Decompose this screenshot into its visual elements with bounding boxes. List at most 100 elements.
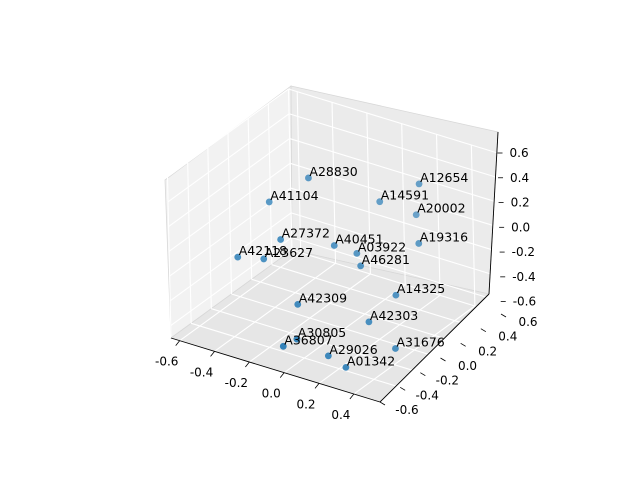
data-point <box>357 262 365 270</box>
x-tick-mark <box>279 372 285 378</box>
data-point <box>415 180 423 188</box>
z-tick-label: 0.2 <box>511 196 530 210</box>
point-label: A31676 <box>396 334 444 349</box>
y-tick-mark <box>500 313 507 318</box>
x-tick-label: 0.4 <box>331 408 350 422</box>
point-label: A42303 <box>370 308 418 323</box>
x-tick-mark <box>210 351 215 357</box>
point-label: A01342 <box>347 353 395 368</box>
y-gridline <box>227 132 233 295</box>
point-label: A12654 <box>420 170 468 185</box>
axis-lines <box>170 131 499 403</box>
y-tick-label: -0.4 <box>415 388 438 402</box>
y-gridline <box>207 147 212 309</box>
data-point <box>415 240 423 247</box>
y-tick-mark <box>379 401 386 406</box>
z-tick-label: -0.4 <box>512 270 535 284</box>
point-label: A46281 <box>362 252 410 267</box>
z-gridline <box>167 88 289 178</box>
y-gridline <box>291 249 502 315</box>
point-label: A14591 <box>381 188 429 203</box>
x-tick-label: 0.2 <box>296 397 315 411</box>
z-gridline <box>168 162 291 252</box>
data-point <box>279 342 287 350</box>
point-label: A03922 <box>358 239 406 254</box>
x-gridline <box>296 91 302 253</box>
y-gridline <box>187 162 192 324</box>
point-label: A23627 <box>265 245 313 260</box>
y-tick-label: 0.4 <box>498 330 517 344</box>
y-gridline <box>166 176 172 339</box>
y-tick-mark <box>420 372 426 377</box>
data-point <box>305 174 312 182</box>
x-axis-line <box>170 337 381 403</box>
z-gridline <box>289 138 499 204</box>
tick-labels: -0.6-0.4-0.20.00.20.4 -0.6-0.4-0.20.00.20… <box>155 146 538 422</box>
y-tick-mark <box>440 357 446 362</box>
z-axis-line <box>488 131 499 295</box>
data-point <box>392 345 399 352</box>
point-label: A36807 <box>284 332 332 347</box>
y-gridline <box>231 293 441 359</box>
point-label: A42118 <box>239 243 287 258</box>
point-label: A28830 <box>309 164 357 179</box>
point-label: A27372 <box>282 226 330 241</box>
x-tick-label: -0.2 <box>225 376 248 390</box>
y-gridline <box>247 118 253 280</box>
data-point <box>330 242 338 249</box>
data-point <box>294 300 302 308</box>
data-point <box>376 198 384 206</box>
y-tick-label: 0.2 <box>478 344 497 358</box>
z-gridline <box>290 187 500 253</box>
x-tick-label: 0.0 <box>262 387 281 401</box>
z-gridline <box>168 138 290 227</box>
z-gridline <box>291 212 501 278</box>
z-gridline <box>169 212 292 302</box>
data-point <box>342 363 350 371</box>
x-tick-mark <box>175 340 181 346</box>
z-tick-label: 0.0 <box>511 220 530 234</box>
point-label: A42309 <box>299 290 347 305</box>
y-gridline <box>251 278 461 344</box>
z-gridline <box>167 113 290 203</box>
z-tick-label: -0.6 <box>513 295 536 309</box>
x-gridline <box>366 112 371 275</box>
z-gridline <box>291 237 501 303</box>
point-label: A19316 <box>420 229 468 244</box>
y-gridline <box>211 308 421 374</box>
point-label: A40451 <box>335 232 383 247</box>
x-gridline <box>401 123 406 285</box>
x-gridline <box>470 144 476 307</box>
data-point <box>365 318 373 326</box>
point-label: A30805 <box>298 325 346 340</box>
z-tick-label: -0.2 <box>512 245 535 259</box>
x-tick-mark <box>245 361 250 368</box>
x-gridline <box>435 134 441 296</box>
data-point <box>234 253 242 261</box>
z-tick-label: 0.4 <box>510 171 529 185</box>
y-tick-mark <box>480 328 487 333</box>
point-label: A41104 <box>270 188 318 203</box>
y-gridline <box>271 264 481 330</box>
data-point <box>412 211 420 219</box>
z-gridline <box>170 237 293 327</box>
z-gridline <box>288 113 499 179</box>
x-gridline <box>331 102 337 264</box>
data-point <box>265 198 273 206</box>
y-tick-label: -0.2 <box>436 374 459 388</box>
y-gridline <box>267 103 273 265</box>
data-point <box>293 335 301 343</box>
y-tick-label: -0.6 <box>395 403 418 417</box>
data-point <box>260 255 268 263</box>
x-tick-mark <box>349 393 355 400</box>
y-tick-mark <box>460 342 466 347</box>
data-points <box>234 174 423 371</box>
y-gridline <box>287 88 293 251</box>
x-tick-label: -0.6 <box>155 355 178 369</box>
x-tick-label: -0.4 <box>190 365 213 379</box>
y-axis-line <box>379 293 490 403</box>
y-gridline <box>191 322 401 388</box>
